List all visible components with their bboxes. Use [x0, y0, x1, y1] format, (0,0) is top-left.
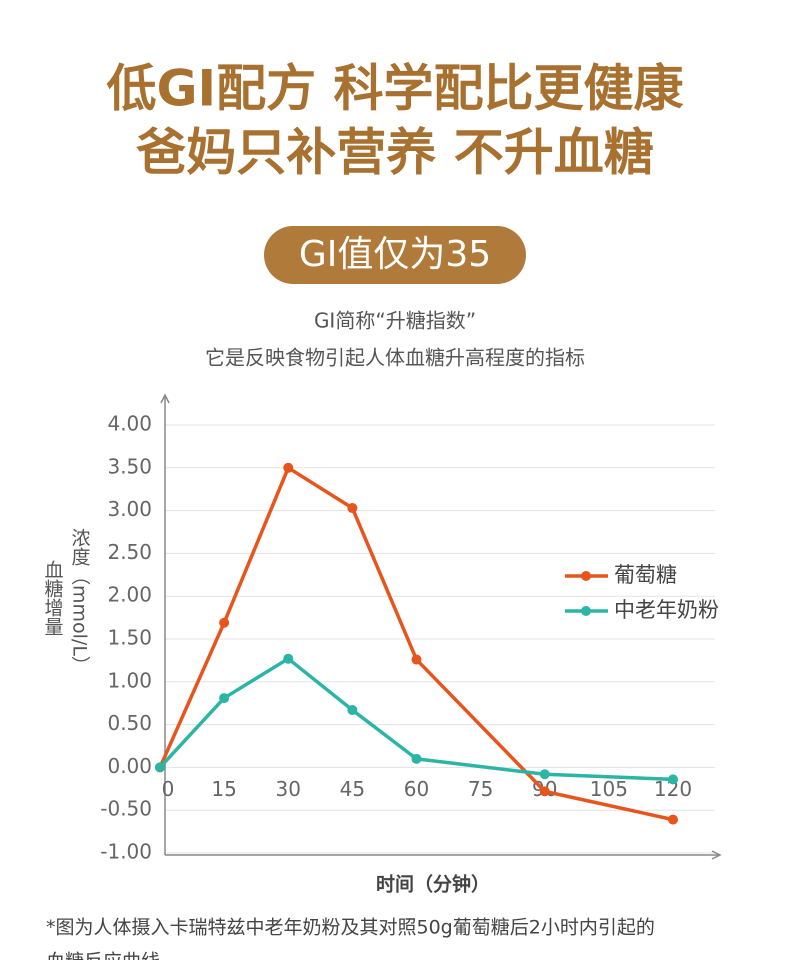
- legend-label: 葡萄糖: [614, 563, 677, 587]
- y-axis: [160, 393, 170, 855]
- data-point: [283, 462, 294, 473]
- y-tick-label: 1.00: [107, 668, 152, 692]
- data-point: [347, 705, 358, 716]
- subtitle: GI简称“升糖指数”: [314, 309, 476, 333]
- y-tick-label: 3.50: [107, 454, 152, 478]
- badge-text: GI值仅为35: [299, 234, 491, 275]
- data-point: [539, 786, 550, 797]
- legend-swatch: [581, 571, 591, 581]
- subtitle: 它是反映食物引起人体血糖升高程度的指标: [205, 346, 585, 370]
- y-tick-label: 0.00: [107, 754, 152, 778]
- data-point: [155, 762, 165, 773]
- y-axis-label: 浓度（mmol/L）: [69, 528, 91, 675]
- y-axis-label: 血糖增量: [42, 560, 64, 636]
- x-axis-label: 时间（分钟）: [376, 873, 490, 896]
- y-tick-label: -0.50: [100, 797, 152, 821]
- y-tick-label: 4.00: [107, 412, 152, 436]
- y-tick-label: 0.50: [107, 711, 152, 735]
- badge: [264, 226, 526, 284]
- data-point: [668, 814, 678, 825]
- x-tick-label: 0: [162, 777, 175, 801]
- data-point: [668, 774, 678, 785]
- x-tick-label: 105: [590, 777, 628, 801]
- legend-swatch: [581, 606, 591, 616]
- legend-label: 中老年奶粉: [614, 598, 719, 622]
- x-tick-label: 75: [468, 777, 493, 801]
- data-point: [219, 617, 230, 628]
- footnote: 血糖反应曲线: [46, 951, 160, 960]
- data-point: [283, 653, 294, 664]
- y-tick-label: 2.00: [107, 583, 152, 607]
- data-point: [539, 769, 550, 780]
- data-point: [347, 503, 358, 514]
- y-tick-label: 2.50: [107, 540, 152, 564]
- x-tick-label: 60: [404, 777, 429, 801]
- x-axis: [165, 850, 722, 860]
- data-point: [219, 693, 230, 704]
- x-tick-label: 30: [276, 777, 301, 801]
- footnote: *图为人体摄入卡瑞特兹中老年奶粉及其对照50g葡萄糖后2小时内引起的: [46, 917, 655, 939]
- y-tick-label: 3.00: [107, 497, 152, 521]
- plot: -1.00 -0.50 0.00 0.50 1.00 1.50 2.00 2.50 3.00 3.…: [100, 393, 722, 864]
- data-point: [411, 654, 422, 665]
- title-line: 爸妈只补营养 不升血糖: [135, 124, 653, 182]
- x-tick-label: 15: [211, 777, 236, 801]
- data-point: [411, 753, 422, 764]
- x-tick-label: 45: [340, 777, 365, 801]
- title-line: 低GI配方 科学配比更健康: [106, 60, 683, 118]
- y-tick-label: -1.00: [100, 840, 152, 864]
- y-tick-label: 1.50: [107, 626, 152, 650]
- series-line: [158, 466, 674, 822]
